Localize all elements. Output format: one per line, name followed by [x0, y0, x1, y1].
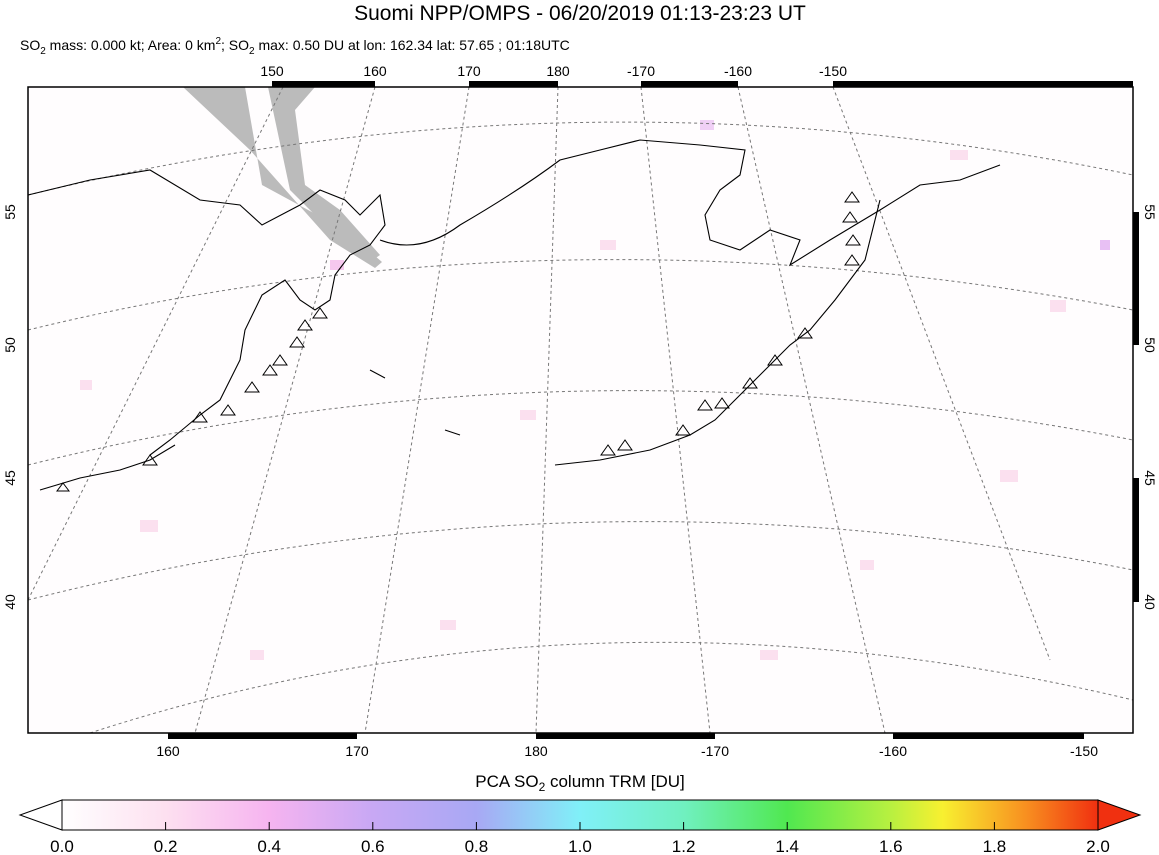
subtitle: SO2 mass: 0.000 kt; Area: 0 km2; SO2 max…	[20, 36, 570, 57]
subtitle-part: ; SO	[221, 37, 249, 53]
colorbar-tick-label: 2.0	[1086, 837, 1110, 855]
lon-label: 180	[546, 63, 570, 79]
map-background	[28, 87, 1133, 733]
frame-bar	[1133, 478, 1139, 602]
lat-label: 55	[1142, 204, 1158, 220]
subtitle-part: mass: 0.000 kt; Area: 0 km	[46, 37, 216, 53]
lon-label: -150	[819, 63, 847, 79]
colorbar-tick-label: 1.8	[983, 837, 1007, 855]
colorbar-title: PCA SO2 column TRM [DU]	[475, 772, 685, 794]
lon-label: -170	[701, 743, 729, 759]
subscript: 2	[539, 780, 546, 794]
colorbar-tick-label: 1.4	[775, 837, 799, 855]
lat-label: 40	[1142, 594, 1158, 610]
frame-bar	[272, 81, 375, 87]
colorbar-tick-label: 0.6	[361, 837, 385, 855]
colorbar-title-part: column TRM [DU]	[545, 772, 685, 791]
colorbar-over	[1097, 799, 1142, 831]
so2-pixels	[80, 120, 1110, 660]
colorbar-tick-label: 0.8	[465, 837, 489, 855]
lon-label: 160	[156, 743, 180, 759]
frame-bar	[641, 81, 738, 87]
no-data-swath	[268, 87, 380, 262]
frame-bar	[469, 81, 558, 87]
colorbar-tick-label: 1.2	[672, 837, 696, 855]
lat-label: 50	[2, 337, 18, 353]
frame-bar	[833, 81, 1133, 87]
colorbar: PCA SO2 column TRM [DU]	[18, 772, 1142, 831]
lon-label: 160	[363, 63, 387, 79]
lon-label: 150	[260, 63, 284, 79]
colorbar-tick-label: 1.6	[879, 837, 903, 855]
frame-bar	[168, 733, 357, 739]
colorbar-tick-label: 0.0	[50, 837, 74, 855]
coastlines	[27, 139, 1001, 491]
subtitle-part: max: 0.50 DU at lon: 162.34 lat: 57.65 ;…	[255, 37, 570, 53]
lon-label: 170	[345, 743, 369, 759]
colorbar-tick-label: 0.4	[257, 837, 281, 855]
graticule	[27, 86, 1134, 734]
no-data-swath	[183, 87, 382, 268]
lon-label: -160	[724, 63, 752, 79]
lat-label: 45	[2, 470, 18, 486]
superscript: 2	[215, 36, 221, 47]
lat-label: 55	[2, 204, 18, 220]
colorbar-tick-label: 0.2	[154, 837, 178, 855]
lon-label: 180	[524, 743, 548, 759]
lon-label: -150	[1070, 743, 1098, 759]
colorbar-under	[18, 799, 63, 831]
colorbar-tick-label: 1.0	[568, 837, 592, 855]
lat-label: 40	[2, 594, 18, 610]
subscript: 2	[249, 46, 255, 57]
subscript: 2	[40, 46, 46, 57]
lon-label: 170	[457, 63, 481, 79]
lat-label: 45	[1142, 470, 1158, 486]
subtitle-part: SO	[20, 37, 40, 53]
lon-label: -170	[627, 63, 655, 79]
frame-bar	[1133, 212, 1139, 345]
frame-bar	[893, 733, 1084, 739]
colorbar-title-part: PCA SO	[475, 772, 538, 791]
volcanoes	[56, 191, 861, 492]
lat-label: 50	[1142, 337, 1158, 353]
lon-label: -160	[879, 743, 907, 759]
frame-bar	[536, 733, 715, 739]
map	[27, 86, 1134, 734]
title: Suomi NPP/OMPS - 06/20/2019 01:13-23:23 …	[354, 2, 806, 25]
